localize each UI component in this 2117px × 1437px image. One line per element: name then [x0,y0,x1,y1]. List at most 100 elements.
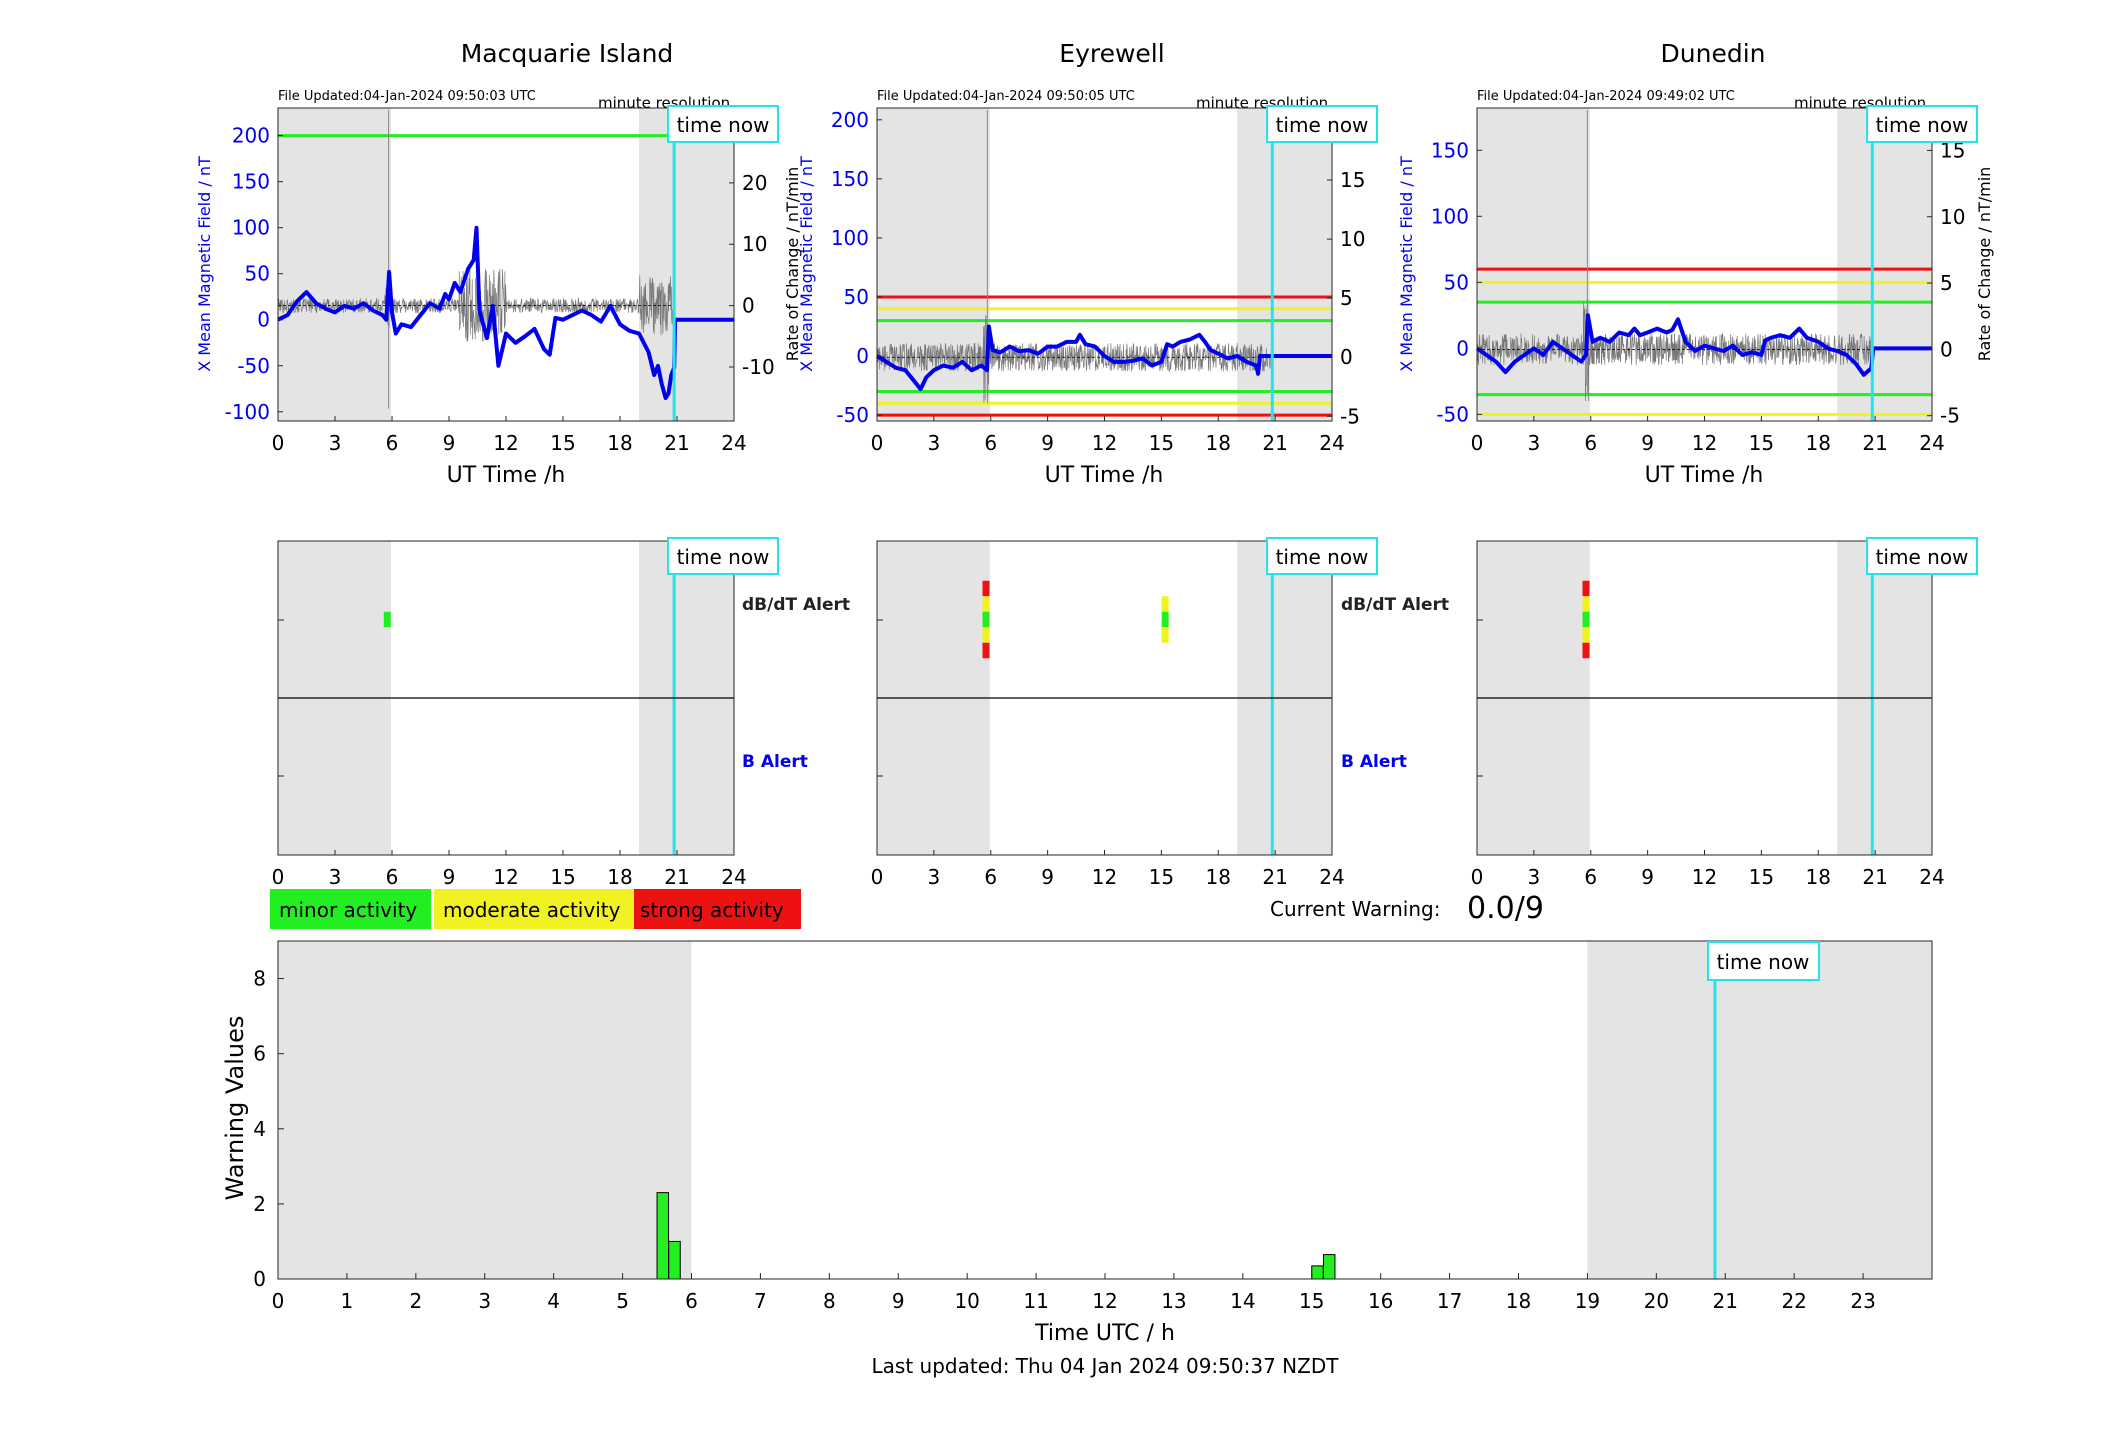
y-tick-label-left: 150 [831,167,869,191]
x-tick-label: 24 [1919,431,1944,455]
time-now-label: time now [1717,950,1810,974]
warning-bar [656,1192,670,1280]
night-shading [1587,941,1932,1279]
y-tick-label-right: 20 [742,171,767,195]
x-tick-label: 0 [871,865,884,889]
y-axis-label-right: Rate of Change / nT/min [1975,167,1994,362]
y-tick-label-left: 200 [831,108,869,132]
x-tick-label: 3 [928,865,941,889]
x-tick-label: 9 [1041,865,1054,889]
x-tick-label: 18 [1206,865,1231,889]
time-now-label: time now [1876,113,1969,137]
current-warning-value: 0.0/9 [1467,891,1544,926]
x-tick-label: 11 [1023,1289,1048,1313]
y-tick-label-right: 15 [1340,168,1365,192]
x-tick-label: 6 [984,865,997,889]
time-now-label: time now [1876,545,1969,569]
x-tick-label: 21 [1713,1289,1738,1313]
x-tick-label: 10 [954,1289,979,1313]
x-axis-label: UT Time /h [1045,463,1164,488]
alert-mark-green [982,611,990,628]
x-tick-label: 21 [1262,865,1287,889]
x-tick-label: 0 [272,431,285,455]
x-tick-label: 21 [1262,431,1287,455]
y-tick-label-right: 5 [1340,286,1353,310]
y-tick-label-left: -50 [836,403,869,427]
x-tick-label: 19 [1575,1289,1600,1313]
x-tick-label: 24 [1319,431,1344,455]
x-tick-label: 15 [1299,1289,1324,1313]
y-tick-label-left: 50 [1444,270,1469,294]
x-tick-label: 18 [1806,865,1831,889]
current-warning-label: Current Warning: [1270,897,1440,921]
y-tick-label-right: -5 [1340,404,1360,428]
x-tick-label: 17 [1437,1289,1462,1313]
x-tick-label: 9 [443,431,456,455]
x-tick-label: 12 [493,865,518,889]
alert-mark-green [383,611,391,628]
mean-field-series [277,225,734,400]
activity-legend: minor activity moderate activity strong … [270,889,801,929]
b-alert-label: B Alert [1341,752,1407,772]
x-tick-label: 3 [329,431,342,455]
x-tick-label: 15 [1749,431,1774,455]
x-tick-label: 16 [1368,1289,1393,1313]
alert-panel-eyrewell: 0 3 6 9 12 15 18 21 24 dB/dT Alert B Alert time … [871,537,1449,889]
x-tick-label: 0 [1471,431,1484,455]
legend-moderate-label: moderate activity [443,898,621,922]
night-shading [278,108,392,421]
alert-mark-yellow [982,627,990,643]
x-tick-label: 18 [607,865,632,889]
time-now-box [1866,105,1978,143]
night-shading [278,941,692,1279]
x-tick-label: 24 [1319,865,1344,889]
x-tick-label: 15 [1149,431,1174,455]
y-tick-label: 6 [253,1042,266,1066]
warning-bar [1322,1254,1336,1280]
y-tick-label-left: 150 [232,170,270,194]
alert-mark-red [982,642,990,659]
x-tick-label: 21 [664,865,689,889]
warning-bar [1311,1265,1324,1280]
last-updated-label: Last updated: Thu 04 Jan 2024 09:50:37 N… [872,1354,1340,1378]
y-tick-label-left: -50 [237,354,270,378]
y-axis-label-left: X Mean Magnetic Field / nT [1397,156,1416,372]
night-shading [1477,108,1590,421]
time-now-label: time now [1276,113,1369,137]
y-tick-label-left: 100 [232,216,270,240]
x-tick-label: 15 [1149,865,1174,889]
legend-minor-label: minor activity [279,898,417,922]
x-tick-label: 9 [1641,431,1654,455]
y-tick-label-right: -10 [742,355,775,379]
night-shading [877,108,990,421]
time-now-label: time now [1276,545,1369,569]
y-tick-label-left: 200 [232,124,270,148]
legend-moderate-swatch [434,889,634,929]
x-tick-label: 6 [1584,865,1597,889]
y-tick-label-left: -100 [225,400,270,424]
x-tick-label: 4 [547,1289,560,1313]
x-tick-label: 6 [1584,431,1597,455]
night-shading [1837,108,1932,421]
rate-of-change-trace [1476,298,1873,402]
x-tick-label: 12 [1692,865,1717,889]
x-tick-label: 7 [754,1289,767,1313]
panel-eyrewell: Eyrewell File Updated:04-Jan-2024 09:50:… [783,39,1378,488]
y-tick-label-left: 0 [1456,336,1469,360]
x-tick-label: 18 [1206,431,1231,455]
night-shading [1237,108,1332,421]
x-tick-label: 3 [1528,431,1541,455]
time-now-box [1707,941,1820,981]
file-updated-label: File Updated:04-Jan-2024 09:50:03 UTC [278,89,536,104]
x-tick-label: 0 [871,431,884,455]
time-now-box [667,105,779,143]
y-tick-label-right: 10 [1940,205,1965,229]
y-tick-label-left: 50 [245,262,270,286]
x-tick-label: 1 [341,1289,354,1313]
panel-dunedin: Dunedin File Updated:04-Jan-2024 09:49:0… [1397,39,1994,488]
y-tick-label-right: 10 [742,232,767,256]
x-tick-label: 2 [409,1289,422,1313]
time-now-label: time now [677,545,770,569]
x-tick-label: 23 [1850,1289,1875,1313]
